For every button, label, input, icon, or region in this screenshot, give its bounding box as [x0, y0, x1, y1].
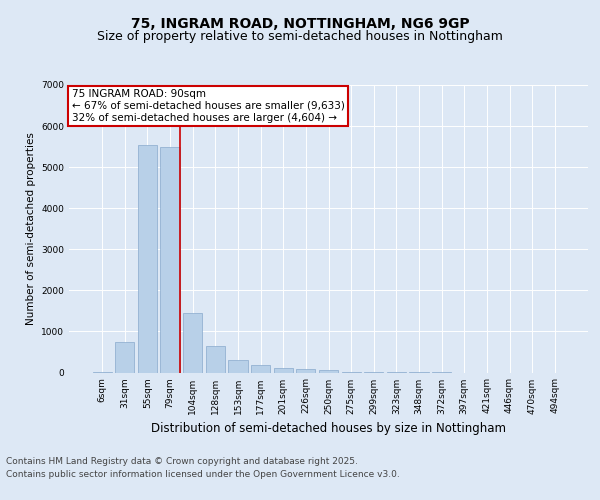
Bar: [296, 370, 316, 372]
X-axis label: Distribution of semi-detached houses by size in Nottingham: Distribution of semi-detached houses by …: [151, 422, 506, 435]
Bar: [229, 360, 248, 372]
Bar: [160, 146, 180, 372]
Text: 75, INGRAM ROAD, NOTTINGHAM, NG6 9GP: 75, INGRAM ROAD, NOTTINGHAM, NG6 9GP: [131, 18, 469, 32]
Bar: [319, 370, 338, 372]
Bar: [206, 346, 225, 372]
Text: Size of property relative to semi-detached houses in Nottingham: Size of property relative to semi-detach…: [97, 30, 503, 43]
Text: Contains HM Land Registry data © Crown copyright and database right 2025.: Contains HM Land Registry data © Crown c…: [6, 458, 358, 466]
Text: 75 INGRAM ROAD: 90sqm
← 67% of semi-detached houses are smaller (9,633)
32% of s: 75 INGRAM ROAD: 90sqm ← 67% of semi-deta…: [71, 90, 344, 122]
Text: Contains public sector information licensed under the Open Government Licence v3: Contains public sector information licen…: [6, 470, 400, 479]
Y-axis label: Number of semi-detached properties: Number of semi-detached properties: [26, 132, 35, 325]
Bar: [251, 364, 270, 372]
Bar: [274, 368, 293, 372]
Bar: [115, 342, 134, 372]
Bar: [183, 313, 202, 372]
Bar: [138, 144, 157, 372]
